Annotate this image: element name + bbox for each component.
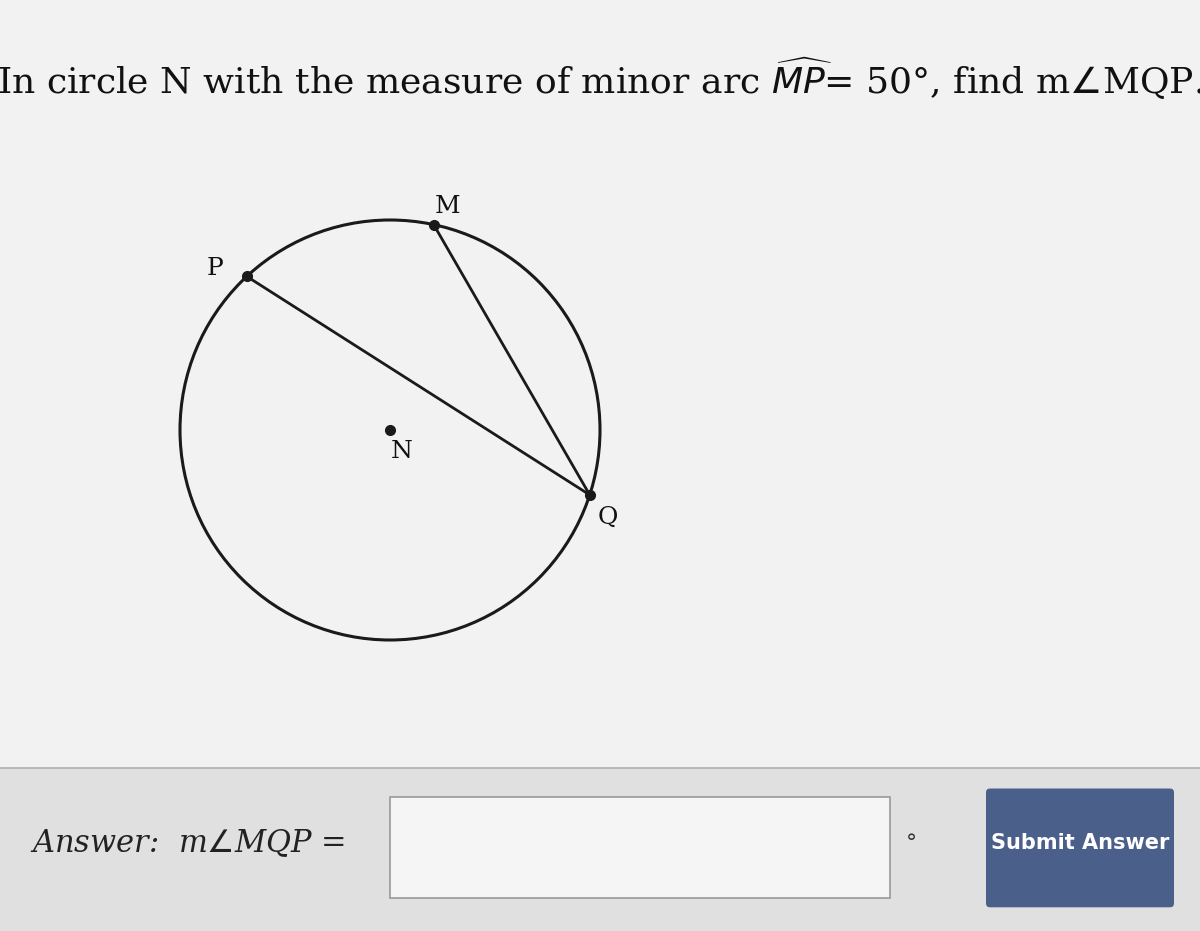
- Text: In circle N with the measure of minor arc $\widehat{MP}$= 50°, find m$\angle$MQP: In circle N with the measure of minor ar…: [0, 55, 1200, 101]
- Text: N: N: [391, 440, 413, 464]
- Bar: [390, 797, 890, 898]
- Text: Answer:  m$\angle$MQP =: Answer: m$\angle$MQP =: [30, 827, 346, 859]
- Text: Submit Answer: Submit Answer: [991, 833, 1169, 853]
- Text: P: P: [206, 257, 223, 280]
- Text: °: °: [906, 833, 917, 853]
- Text: Q: Q: [598, 506, 618, 529]
- Bar: [0, 768, 1200, 931]
- FancyBboxPatch shape: [986, 789, 1174, 908]
- Text: M: M: [434, 196, 461, 218]
